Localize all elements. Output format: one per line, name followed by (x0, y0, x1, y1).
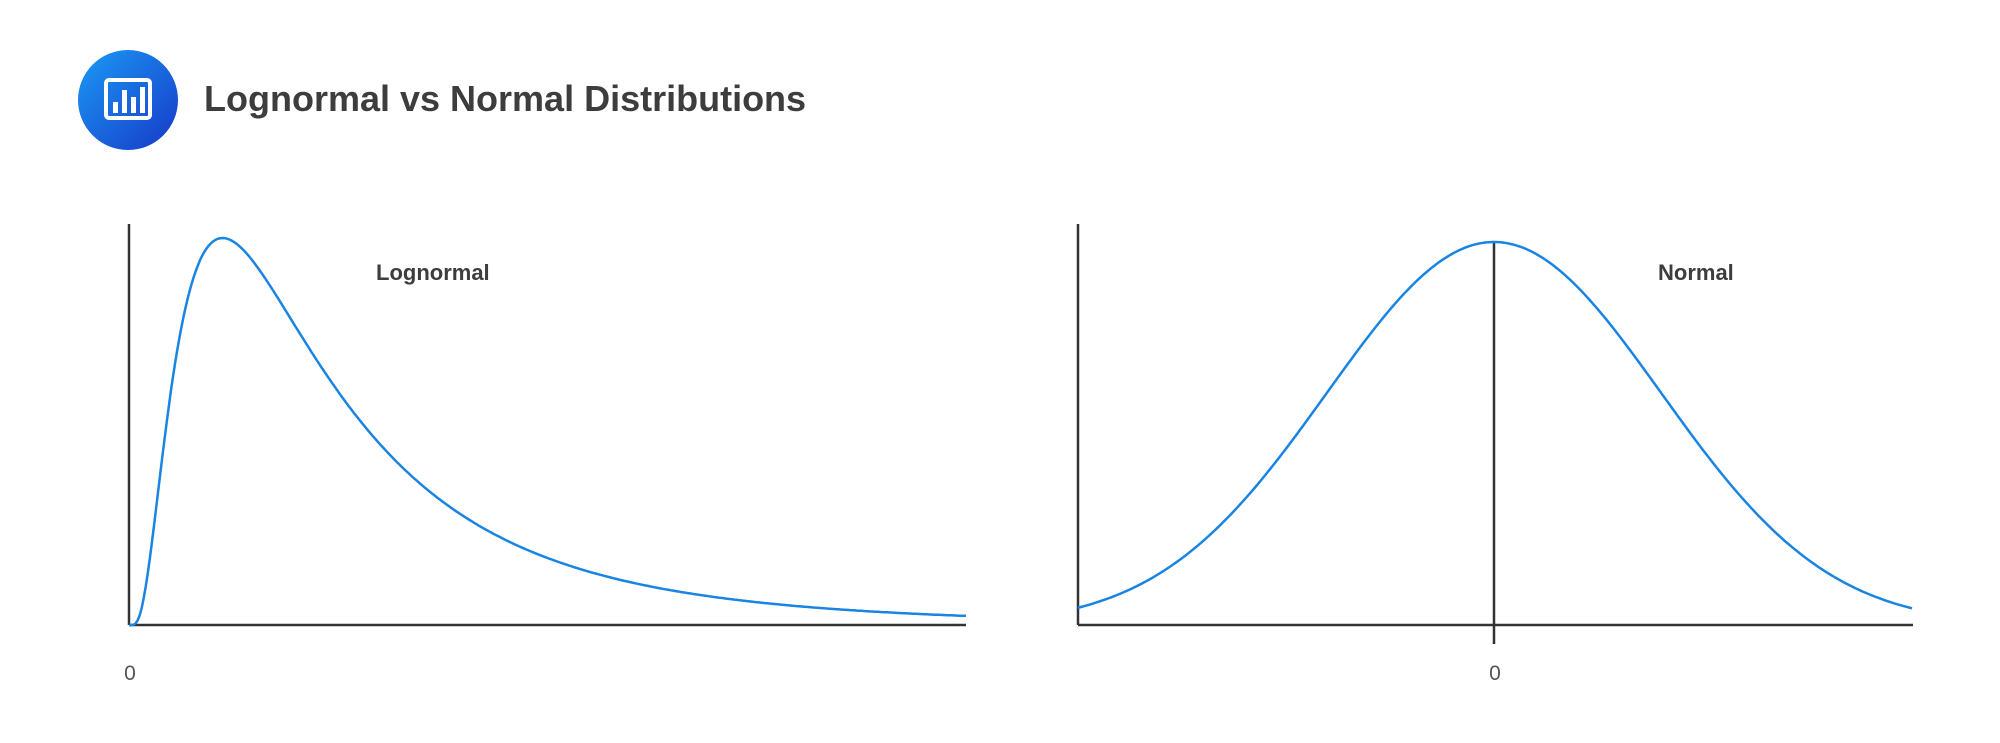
normal-x-tick-0: 0 (1489, 662, 1501, 685)
page-title: Lognormal vs Normal Distributions (204, 78, 807, 119)
lognormal-chart: Lognormal 0 (124, 224, 967, 685)
lognormal-curve (129, 236, 967, 627)
lognormal-label: Lognormal (376, 260, 490, 285)
normal-label: Normal (1658, 260, 1734, 285)
normal-chart: Normal 0 (1076, 224, 1913, 685)
bar-chart-icon (78, 50, 178, 150)
normal-curve (1077, 240, 1913, 610)
lognormal-x-tick-0: 0 (124, 662, 136, 685)
bar-chart-glyph (104, 78, 152, 120)
